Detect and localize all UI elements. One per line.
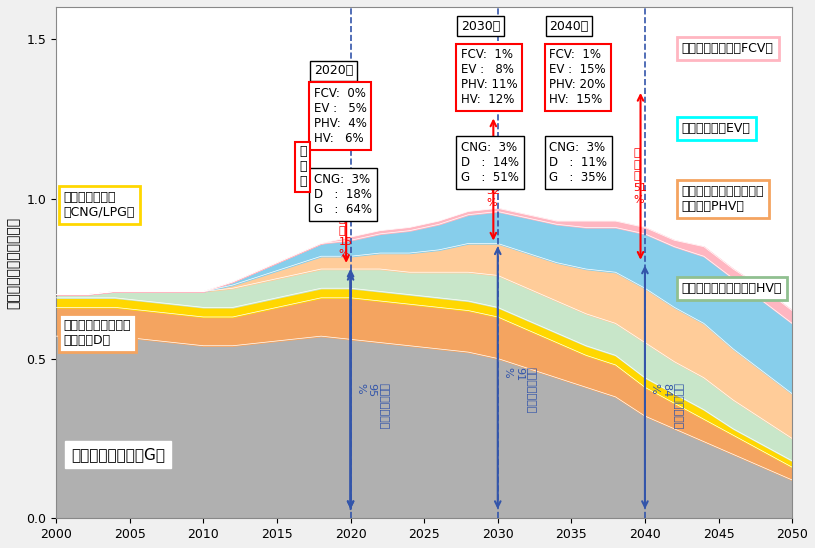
Text: 電
動
車
15
%: 電 動 車 15 %	[339, 202, 353, 259]
Text: エンジン搭載車
84
%: エンジン搭載車 84 %	[650, 383, 682, 430]
Text: CNG:  3%
D   :  11%
G   :  35%: CNG: 3% D : 11% G : 35%	[549, 141, 607, 184]
Text: ハイブリッド自動車（HV）: ハイブリッド自動車（HV）	[681, 282, 782, 295]
Text: 電
動
車
51
%: 電 動 車 51 %	[633, 148, 647, 204]
Text: クリーンディーゼル
自動車（D）: クリーンディーゼル 自動車（D）	[64, 319, 131, 347]
Text: エンジン搭載車
95
%: エンジン搭載車 95 %	[355, 383, 388, 430]
Text: 電
動
車
32
%: 電 動 車 32 %	[486, 151, 500, 208]
Text: FCV:  1%
EV :   8%
PHV: 11%
HV:  12%: FCV: 1% EV : 8% PHV: 11% HV: 12%	[461, 48, 518, 106]
Text: CNG:  3%
D   :  14%
G   :  51%: CNG: 3% D : 14% G : 51%	[461, 141, 519, 184]
Text: CNG:  3%
D   :  18%
G   :  64%: CNG: 3% D : 18% G : 64%	[314, 173, 372, 216]
Text: 2020年: 2020年	[314, 65, 353, 77]
Text: FCV:  1%
EV :  15%
PHV: 20%
HV:  15%: FCV: 1% EV : 15% PHV: 20% HV: 15%	[549, 48, 606, 106]
Text: FCV:  0%
EV :   5%
PHV:  4%
HV:   6%: FCV: 0% EV : 5% PHV: 4% HV: 6%	[314, 87, 367, 145]
Text: 2030年: 2030年	[461, 20, 500, 33]
Y-axis label: 乗用車販売台数（億台）: 乗用車販売台数（億台）	[7, 216, 21, 309]
Text: プラグインハイブリッド
自動車（PHV）: プラグインハイブリッド 自動車（PHV）	[681, 185, 764, 213]
Text: 燃料電池自動車（FCV）: 燃料電池自動車（FCV）	[681, 42, 773, 55]
Text: 天然ガス自動車
（CNG/LPG）: 天然ガス自動車 （CNG/LPG）	[64, 191, 135, 219]
Text: 電
動
車: 電 動 車	[299, 145, 306, 189]
Text: 2040年: 2040年	[549, 20, 588, 33]
Text: 電気自動車（EV）: 電気自動車（EV）	[681, 122, 751, 135]
Text: ガソリン自動車（G）: ガソリン自動車（G）	[71, 447, 165, 462]
Text: エンジン搭載車
91
%: エンジン搭載車 91 %	[502, 367, 535, 414]
